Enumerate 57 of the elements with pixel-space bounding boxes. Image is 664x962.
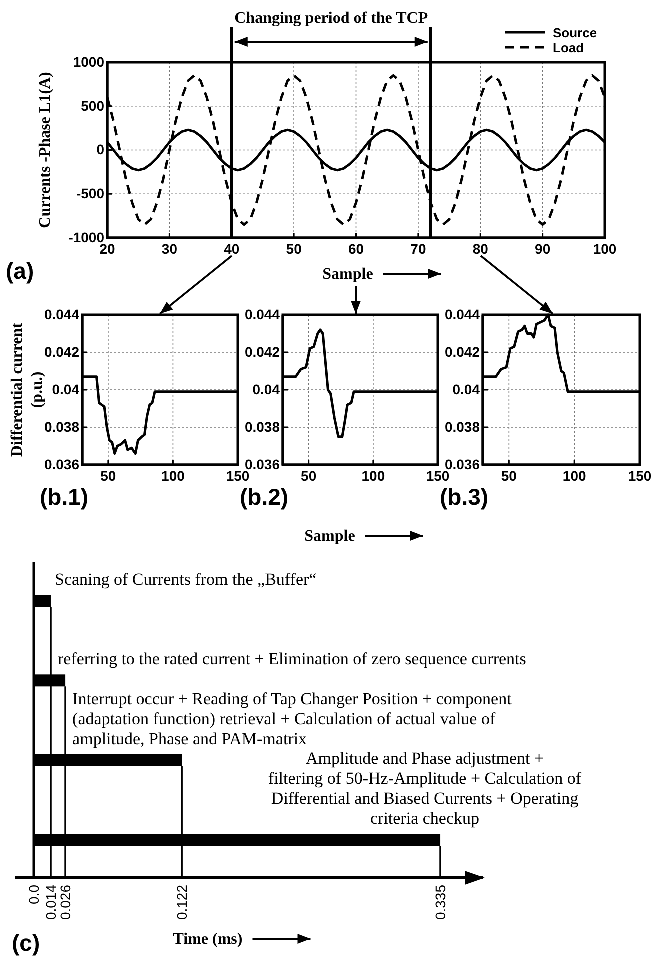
y-tick-label: 0.038 xyxy=(444,418,480,435)
y-tick-label: 0.038 xyxy=(244,418,280,435)
text: (b.1) xyxy=(40,484,89,510)
x-tick-label: 0.122 xyxy=(174,884,190,920)
legend-label: Load xyxy=(553,40,584,56)
annotation: Amplitude and Phase adjustment + filtering of 50-Hz-Amplitude + Calculation of Differential and Biased Currents + Operating criteria checkup xyxy=(268,749,582,828)
x-tick-label: 30 xyxy=(162,240,178,257)
x-tick-label: 0.335 xyxy=(432,884,448,920)
y-tick-label: 0.038 xyxy=(44,418,80,435)
y-tick-label: 0.04 xyxy=(252,381,280,398)
x-tick-label: 100 xyxy=(162,468,186,484)
x-tick-label: 150 xyxy=(628,468,652,484)
x-tick-label: 100 xyxy=(562,468,586,484)
x-tick-label: 90 xyxy=(535,240,551,257)
y-tick-label: 500 xyxy=(81,98,105,114)
y-tick-label: 0.04 xyxy=(452,381,480,398)
y-axis-title: Currents -Phase L1(A) xyxy=(37,72,54,228)
text: (b.3) xyxy=(440,484,489,510)
x-axis-title: Sample xyxy=(322,266,374,283)
y-tick-label: -1000 xyxy=(68,229,105,246)
x-tick-label: 50 xyxy=(100,468,116,484)
annotation: Scaning of Currents from the „Buffer“ xyxy=(55,570,317,589)
x-tick-label: 40 xyxy=(224,240,240,257)
y-tick-label: 0.036 xyxy=(244,456,280,472)
legend-label: Source xyxy=(553,26,598,40)
x-axis-title: Sample xyxy=(304,528,356,545)
text: (a) xyxy=(6,258,34,284)
x-tick-label: 50 xyxy=(301,468,317,484)
y-tick-label: 0.044 xyxy=(244,306,280,322)
x-tick-label: 100 xyxy=(362,468,386,484)
x-tick-label: 60 xyxy=(348,240,364,257)
y-axis-title: Differential current (p.u.) xyxy=(9,322,46,458)
y-tick-label: 0.044 xyxy=(44,306,80,322)
x-tick-label: 70 xyxy=(410,240,426,257)
x-tick-label: 0.014 xyxy=(42,884,59,920)
y-tick-label: 0 xyxy=(96,142,105,158)
y-tick-label: 0.042 xyxy=(244,344,280,360)
x-tick-label: 0.026 xyxy=(57,884,74,920)
text: Changing period of the TCP xyxy=(234,10,428,27)
y-tick-label: -500 xyxy=(76,186,105,202)
x-axis-title: Time (ms) xyxy=(173,931,243,948)
x-tick-label: 100 xyxy=(593,240,617,257)
text: (c) xyxy=(12,930,40,956)
x-tick-label: 80 xyxy=(472,240,489,257)
y-tick-label: 0.042 xyxy=(44,344,80,360)
y-tick-label: 0.042 xyxy=(444,344,480,360)
annotation: Interrupt occur + Reading of Tap Changer Position + component (adaptation function) retrieval + Calculation of actual value of amplitude, Phase and PAM-matrix xyxy=(72,689,512,748)
x-tick-label: 50 xyxy=(501,468,518,484)
y-tick-label: 0.036 xyxy=(44,456,80,472)
text: (b.2) xyxy=(240,484,289,510)
y-tick-label: 1000 xyxy=(73,54,105,70)
y-tick-label: 0.036 xyxy=(444,456,480,472)
x-tick-label: 0.0 xyxy=(26,884,42,904)
y-tick-label: 0.044 xyxy=(444,306,480,322)
y-tick-label: 0.04 xyxy=(52,381,80,398)
x-tick-label: 50 xyxy=(286,240,302,257)
annotation: referring to the rated current + Elimination of zero sequence currents xyxy=(58,650,526,669)
